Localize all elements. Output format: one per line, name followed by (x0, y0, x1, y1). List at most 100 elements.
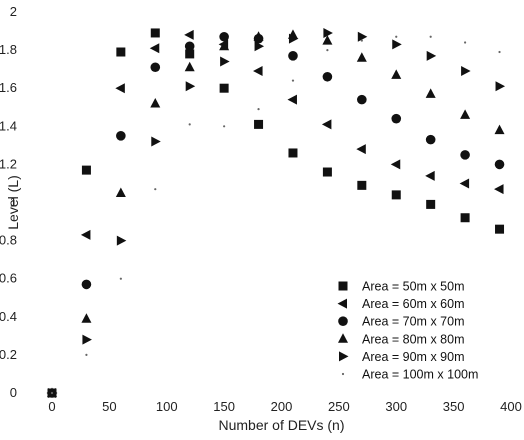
data-point (356, 144, 366, 155)
y-tick-label: 1.8 (0, 42, 17, 57)
data-point (390, 159, 401, 170)
x-tick-label: 250 (328, 399, 350, 414)
data-point (85, 353, 88, 356)
data-point (116, 235, 127, 246)
data-point (116, 47, 126, 57)
data-point (357, 31, 368, 42)
data-point (185, 81, 196, 92)
data-point (254, 41, 265, 52)
data-point (81, 279, 92, 290)
legend-marker (339, 351, 349, 362)
data-point (391, 190, 401, 200)
data-point (494, 184, 504, 195)
data-point (356, 52, 367, 62)
legend: Area = 50m x 50m Area = 60m x 60m Area = 7… (337, 280, 478, 382)
data-point (323, 27, 333, 38)
x-tick-label: 150 (213, 399, 235, 414)
x-tick-label: 100 (156, 399, 178, 414)
data-point (288, 33, 299, 44)
legend-marker (337, 298, 347, 309)
data-point (429, 35, 432, 38)
legend-item: Area = 70m x 70m (338, 315, 464, 329)
y-tick-label: 1 (10, 195, 17, 210)
data-point (460, 213, 470, 223)
legend-item: Area = 60m x 60m (337, 297, 464, 311)
y-tick-label: 1.4 (0, 118, 17, 133)
data-point (81, 165, 91, 175)
y-tick-label: 0 (10, 385, 17, 400)
data-point (461, 66, 471, 77)
legend-item: Area = 80m x 80m (338, 332, 464, 346)
y-axis-label: Level (L) (5, 175, 21, 229)
series-6 (50, 35, 501, 395)
data-point (184, 61, 195, 72)
data-point (50, 391, 54, 395)
y-tick-label: 0.8 (0, 233, 17, 248)
x-tick-label: 50 (102, 399, 116, 414)
data-point (219, 40, 230, 51)
y-axis-ticks: 0 0.2 0.4 0.6 0.8 1 1.2 1.4 1.6 1.8 2 (0, 4, 17, 400)
data-points (46, 27, 506, 398)
data-point (321, 119, 332, 130)
data-point (459, 178, 470, 189)
y-tick-label: 1.2 (0, 156, 17, 171)
data-point (322, 167, 332, 177)
data-point (494, 124, 505, 135)
x-tick-label: 350 (443, 399, 465, 414)
legend-marker (341, 372, 345, 376)
data-point (151, 136, 161, 147)
x-tick-label: 0 (48, 399, 55, 414)
y-tick-label: 1.6 (0, 80, 17, 95)
series-5 (48, 27, 506, 398)
x-tick-label: 400 (500, 399, 522, 414)
data-point (425, 170, 435, 181)
data-point (495, 224, 505, 234)
data-point (495, 81, 506, 92)
data-point (326, 49, 329, 52)
legend-marker (338, 281, 348, 291)
x-axis-ticks: 0 50 100 150 200 250 300 350 400 (48, 399, 521, 414)
data-point (391, 113, 402, 124)
legend-label: Area = 90m x 90m (362, 350, 464, 364)
data-point (288, 51, 298, 61)
data-point (322, 71, 333, 82)
legend-item: Area = 90m x 90m (339, 350, 464, 364)
data-point (184, 41, 195, 52)
series-4 (47, 29, 505, 397)
data-point (426, 50, 437, 61)
legend-marker (338, 333, 348, 343)
data-point (150, 62, 161, 73)
data-point (460, 109, 471, 119)
data-point (220, 56, 230, 67)
legend-marker (338, 316, 348, 327)
data-point (288, 148, 298, 158)
y-tick-label: 2 (10, 4, 17, 19)
data-point (498, 50, 501, 54)
data-point (322, 35, 333, 45)
data-point (115, 83, 125, 94)
data-point (119, 277, 122, 280)
data-point (82, 334, 92, 345)
data-point (223, 125, 226, 128)
y-tick-label: 0.6 (0, 271, 17, 286)
data-point (425, 134, 436, 145)
data-point (392, 39, 402, 50)
legend-label: Area = 70m x 70m (362, 315, 464, 329)
data-point (188, 123, 191, 126)
data-point (291, 79, 295, 82)
data-point (257, 108, 260, 111)
data-point (115, 187, 126, 197)
series-2 (46, 29, 504, 398)
data-point (253, 66, 263, 77)
data-point (391, 69, 402, 79)
legend-label: Area = 100m x 100m (362, 368, 478, 382)
data-point (80, 229, 91, 240)
data-point (357, 180, 367, 190)
y-tick-label: 0.4 (0, 309, 17, 324)
data-point (154, 188, 157, 191)
legend-label: Area = 60m x 60m (362, 297, 464, 311)
data-point (81, 313, 92, 323)
legend-label: Area = 80m x 80m (362, 332, 464, 346)
data-point (494, 159, 505, 170)
legend-label: Area = 50m x 50m (362, 280, 464, 294)
